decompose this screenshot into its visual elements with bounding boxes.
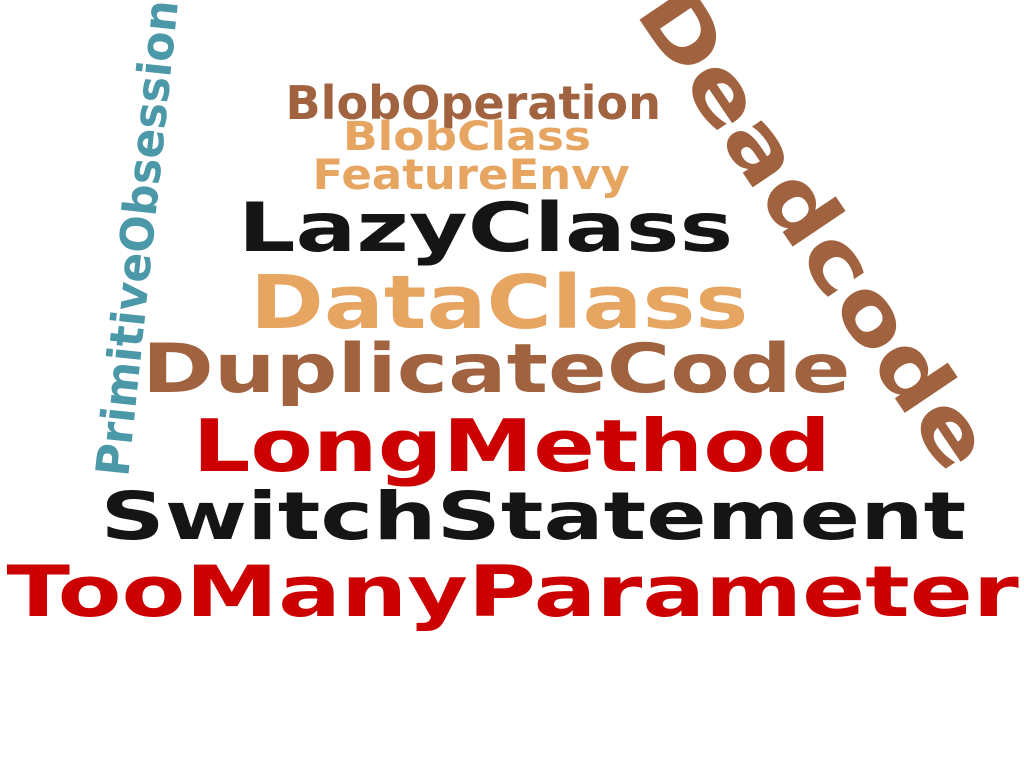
word-blob-class: BlobClass (343, 114, 591, 160)
word-lazy-class: LazyClass (237, 189, 733, 268)
word-data-class: DataClass (249, 260, 749, 346)
word-switch-statement: SwitchStatement (100, 478, 966, 555)
word-long-method: LongMethod (191, 404, 831, 488)
word-duplicate-code: DuplicateCode (141, 330, 851, 409)
word-too-many-parameter: TooManyParameter (5, 551, 1019, 633)
word-feature-envy: FeatureEnvy (312, 150, 630, 199)
word-blob-operation: BlobOperation (285, 76, 661, 130)
